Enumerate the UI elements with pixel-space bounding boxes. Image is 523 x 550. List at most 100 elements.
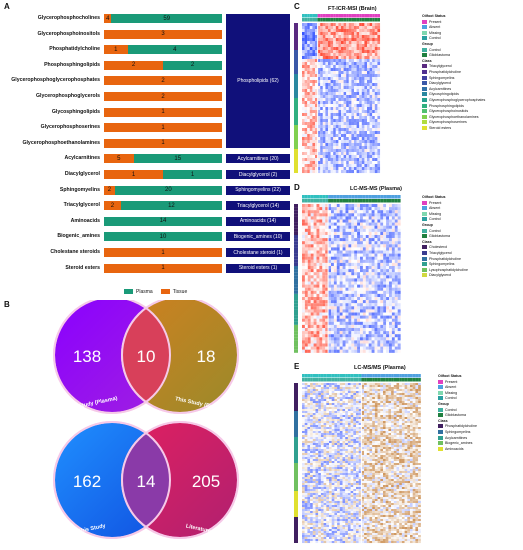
row-label: Glycerophosphoserines bbox=[40, 124, 100, 131]
legend-swatch bbox=[422, 64, 427, 69]
tissue-bar: 2 bbox=[104, 60, 163, 70]
bar-row: 10 bbox=[104, 232, 222, 242]
legend-swatch bbox=[422, 262, 427, 267]
legend-swatch bbox=[422, 273, 427, 278]
legend-item: Control bbox=[422, 217, 522, 223]
legend-swatch bbox=[422, 200, 427, 205]
legend-plasma-swatch bbox=[124, 289, 133, 295]
legend-item: Phosphosphingolipids bbox=[422, 104, 522, 110]
row-label: Glycerophosphoinositols bbox=[37, 30, 100, 37]
legend-label: Control bbox=[445, 407, 457, 412]
bar-row: 2 20 bbox=[104, 185, 222, 195]
legend-item: Sphingomyelins bbox=[438, 430, 523, 436]
panel-letter-c: C bbox=[294, 2, 300, 11]
legend-swatch bbox=[422, 53, 427, 58]
legend-header: Group bbox=[422, 222, 433, 227]
class-box: Diacylglycerol (2) bbox=[226, 170, 290, 179]
legend-swatch bbox=[422, 30, 427, 35]
legend-label: Control bbox=[429, 47, 441, 52]
legend-label: Triacylglycerol bbox=[429, 250, 452, 255]
panel-e-legend: Oilfoot Status Present Absent Missing Contro… bbox=[438, 374, 523, 452]
legend-item: Lysophosphatidylcholine bbox=[422, 268, 522, 274]
tissue-bar: 1 bbox=[104, 123, 222, 133]
venn2-left-label: This Study bbox=[77, 523, 107, 535]
row-label: Glycerophosphoethanolamines bbox=[22, 139, 100, 146]
legend-label: Phosphatidylcholine bbox=[429, 69, 461, 74]
legend-swatch bbox=[422, 206, 427, 211]
legend-tissue-swatch bbox=[160, 289, 170, 295]
legend-swatch bbox=[438, 379, 443, 384]
venn1-overlap bbox=[122, 300, 170, 413]
legend-label: Phosphosphingolipids bbox=[429, 103, 464, 108]
class-box: Steroid esters (1) bbox=[226, 263, 290, 273]
legend-label: Sphingomyelins bbox=[429, 75, 455, 80]
tissue-bar: 4 bbox=[104, 14, 112, 23]
legend-item: Present bbox=[422, 201, 522, 207]
legend-swatch bbox=[438, 385, 443, 390]
legend-label: Present bbox=[429, 19, 442, 24]
legend-swatch bbox=[438, 435, 443, 440]
legend-item: Control bbox=[422, 36, 522, 42]
panel-c-title: FT-ICR-MSI (Brain) bbox=[328, 6, 377, 12]
plasma-bar: 20 bbox=[114, 185, 222, 195]
legend-swatch bbox=[422, 86, 427, 91]
legend-swatch bbox=[422, 81, 427, 86]
legend-label: Biogenic_amines bbox=[445, 441, 473, 446]
panel-letter-e: E bbox=[294, 362, 300, 371]
legend-item: Absent bbox=[422, 206, 522, 212]
plasma-bar: 59 bbox=[111, 14, 222, 23]
legend-item: Aminoacids bbox=[438, 447, 523, 453]
legend-label: Acylcarnitines bbox=[429, 86, 452, 91]
legend-swatch bbox=[438, 441, 443, 446]
legend-label: Glycerophosphoglycerophosphates bbox=[429, 97, 486, 102]
legend-swatch bbox=[422, 25, 427, 30]
panel-e-heatmap: E LC-MS/MS (Plasma) Oilfoot Status Presen… bbox=[294, 362, 523, 550]
legend-swatch bbox=[438, 396, 443, 401]
row-label: Glycosphingolipids bbox=[51, 108, 100, 115]
class-box: Biogenic_amines (10) bbox=[226, 232, 290, 242]
legend-label: Glioblastoma bbox=[429, 234, 450, 239]
row-label: Cholestane steroids bbox=[50, 249, 100, 255]
legend-item: Control bbox=[422, 229, 522, 235]
legend-label: Glioblastoma bbox=[429, 53, 450, 58]
row-label: Steroid esters bbox=[65, 264, 100, 271]
legend-item: Control bbox=[438, 396, 523, 402]
legend-label: Glycerophosphoserines bbox=[429, 120, 467, 125]
legend-swatch bbox=[422, 245, 427, 250]
class-box: Sphingomyelins (22) bbox=[226, 185, 290, 195]
panel-letter-a: A bbox=[4, 2, 10, 11]
tissue-bar: 1 bbox=[104, 45, 128, 55]
venn2-right-count: 205 bbox=[192, 472, 220, 491]
legend-item: Glycerophosphoethanolamines bbox=[422, 115, 522, 121]
panel-d-legend: Oilfoot Status Present Absent Missing Contro… bbox=[422, 195, 522, 279]
legend-label: Absent bbox=[429, 206, 441, 211]
tissue-bar: 3 bbox=[104, 29, 222, 39]
row-label: Acylcarnitines bbox=[64, 155, 100, 162]
legend-item: Missing bbox=[422, 212, 522, 218]
bar-row: 1 bbox=[104, 263, 222, 273]
venn1-right-count: 18 bbox=[197, 347, 216, 366]
tissue-bar: 1 bbox=[104, 138, 222, 148]
plasma-bar: 14 bbox=[104, 216, 222, 226]
legend-item: Glioblastoma bbox=[422, 234, 522, 240]
plasma-bar: 15 bbox=[133, 154, 222, 164]
bar-row: 2 bbox=[104, 92, 222, 101]
legend-item: Biogenic_amines bbox=[438, 441, 523, 447]
legend-label: Phosphatidylcholine bbox=[429, 256, 461, 261]
bar-row: 2 bbox=[104, 76, 222, 86]
venn2-left-count: 162 bbox=[73, 472, 101, 491]
legend-label: Phosphatidylcholine bbox=[445, 424, 477, 429]
plasma-bar: 1 bbox=[163, 170, 222, 179]
legend-swatch bbox=[422, 217, 427, 222]
legend-header: Group bbox=[438, 401, 449, 406]
legend-item: Diacylglycerol bbox=[422, 81, 522, 87]
plasma-bar: 2 bbox=[163, 60, 222, 70]
legend-label: Glycerophosphoinositols bbox=[429, 109, 469, 114]
legend-swatch bbox=[438, 424, 443, 429]
panel-e-title: LC-MS/MS (Plasma) bbox=[354, 365, 406, 371]
tissue-bar: 1 bbox=[104, 263, 222, 273]
tissue-bar: 2 bbox=[104, 185, 115, 195]
panel-letter-d: D bbox=[294, 183, 300, 192]
row-label: Biogenic_amines bbox=[57, 233, 100, 240]
